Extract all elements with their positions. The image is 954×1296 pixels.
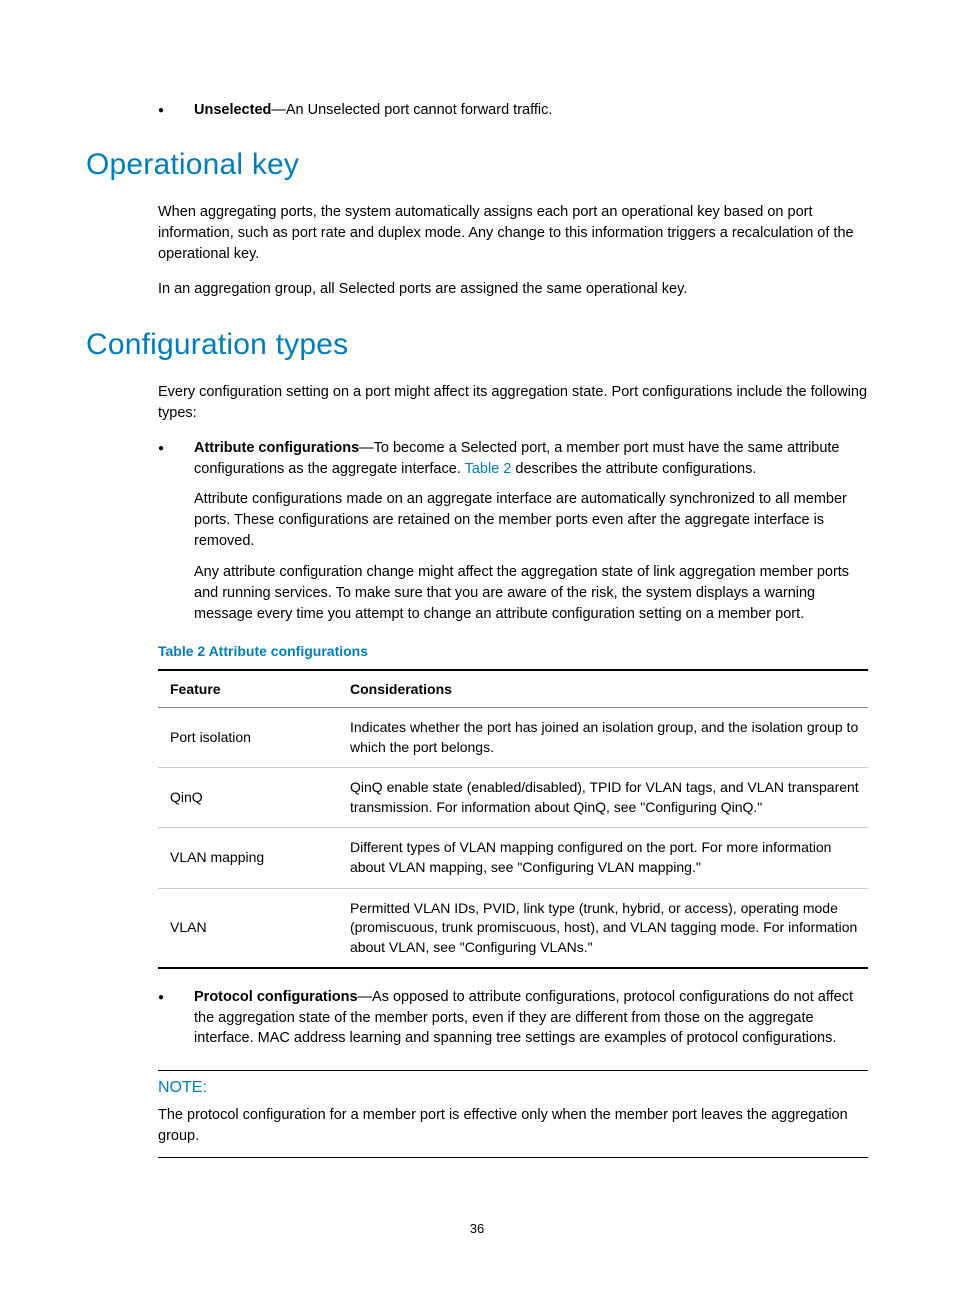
cell-feature: VLAN mapping <box>158 828 338 888</box>
attr-desc-post: describes the attribute configurations. <box>511 461 756 477</box>
bullet-icon: ● <box>158 438 194 625</box>
heading-operational-key: Operational key <box>86 148 868 182</box>
attribute-config-bullet: ● Attribute configurations—To become a S… <box>158 438 868 625</box>
table-row: VLAN mapping Different types of VLAN map… <box>158 828 868 888</box>
attr-p2: Attribute configurations made on an aggr… <box>194 489 868 552</box>
conf-p1: Every configuration setting on a port mi… <box>158 382 868 424</box>
unselected-desc: —An Unselected port cannot forward traff… <box>271 102 552 118</box>
table2-caption: Table 2 Attribute configurations <box>158 643 868 659</box>
bullet-icon: ● <box>158 100 194 120</box>
protocol-config-bullet: ● Protocol configurations—As opposed to … <box>158 987 868 1048</box>
cell-considerations: Different types of VLAN mapping configur… <box>338 828 868 888</box>
proto-term: Protocol configurations <box>194 989 358 1005</box>
table-row: QinQ QinQ enable state (enabled/disabled… <box>158 768 868 828</box>
unselected-bullet: ● Unselected—An Unselected port cannot f… <box>158 100 868 120</box>
note-box: NOTE: The protocol configuration for a m… <box>158 1070 868 1158</box>
attribute-config-content: Attribute configurations—To become a Sel… <box>194 438 868 625</box>
table-row: Port isolation Indicates whether the por… <box>158 708 868 768</box>
note-label: NOTE: <box>158 1079 868 1097</box>
heading-configuration-types: Configuration types <box>86 328 868 362</box>
table-row: VLAN Permitted VLAN IDs, PVID, link type… <box>158 888 868 968</box>
attr-term: Attribute configurations <box>194 440 359 456</box>
cell-considerations: Permitted VLAN IDs, PVID, link type (tru… <box>338 888 868 968</box>
protocol-config-content: Protocol configurations—As opposed to at… <box>194 987 868 1048</box>
unselected-text: Unselected—An Unselected port cannot for… <box>194 100 868 120</box>
bullet-icon: ● <box>158 987 194 1048</box>
table2-link[interactable]: Table 2 <box>465 461 512 477</box>
th-feature: Feature <box>158 670 338 708</box>
cell-feature: Port isolation <box>158 708 338 768</box>
cell-considerations: QinQ enable state (enabled/disabled), TP… <box>338 768 868 828</box>
th-considerations: Considerations <box>338 670 868 708</box>
cell-feature: VLAN <box>158 888 338 968</box>
unselected-term: Unselected <box>194 102 271 118</box>
attr-line1: Attribute configurations—To become a Sel… <box>194 440 840 476</box>
opkey-p2: In an aggregation group, all Selected po… <box>158 279 868 300</box>
cell-feature: QinQ <box>158 768 338 828</box>
page-number: 36 <box>0 1221 954 1236</box>
table-attribute-configurations: Feature Considerations Port isolation In… <box>158 669 868 969</box>
note-text: The protocol configuration for a member … <box>158 1105 868 1147</box>
cell-considerations: Indicates whether the port has joined an… <box>338 708 868 768</box>
attr-p3: Any attribute configuration change might… <box>194 562 868 625</box>
table-header-row: Feature Considerations <box>158 670 868 708</box>
opkey-p1: When aggregating ports, the system autom… <box>158 202 868 265</box>
